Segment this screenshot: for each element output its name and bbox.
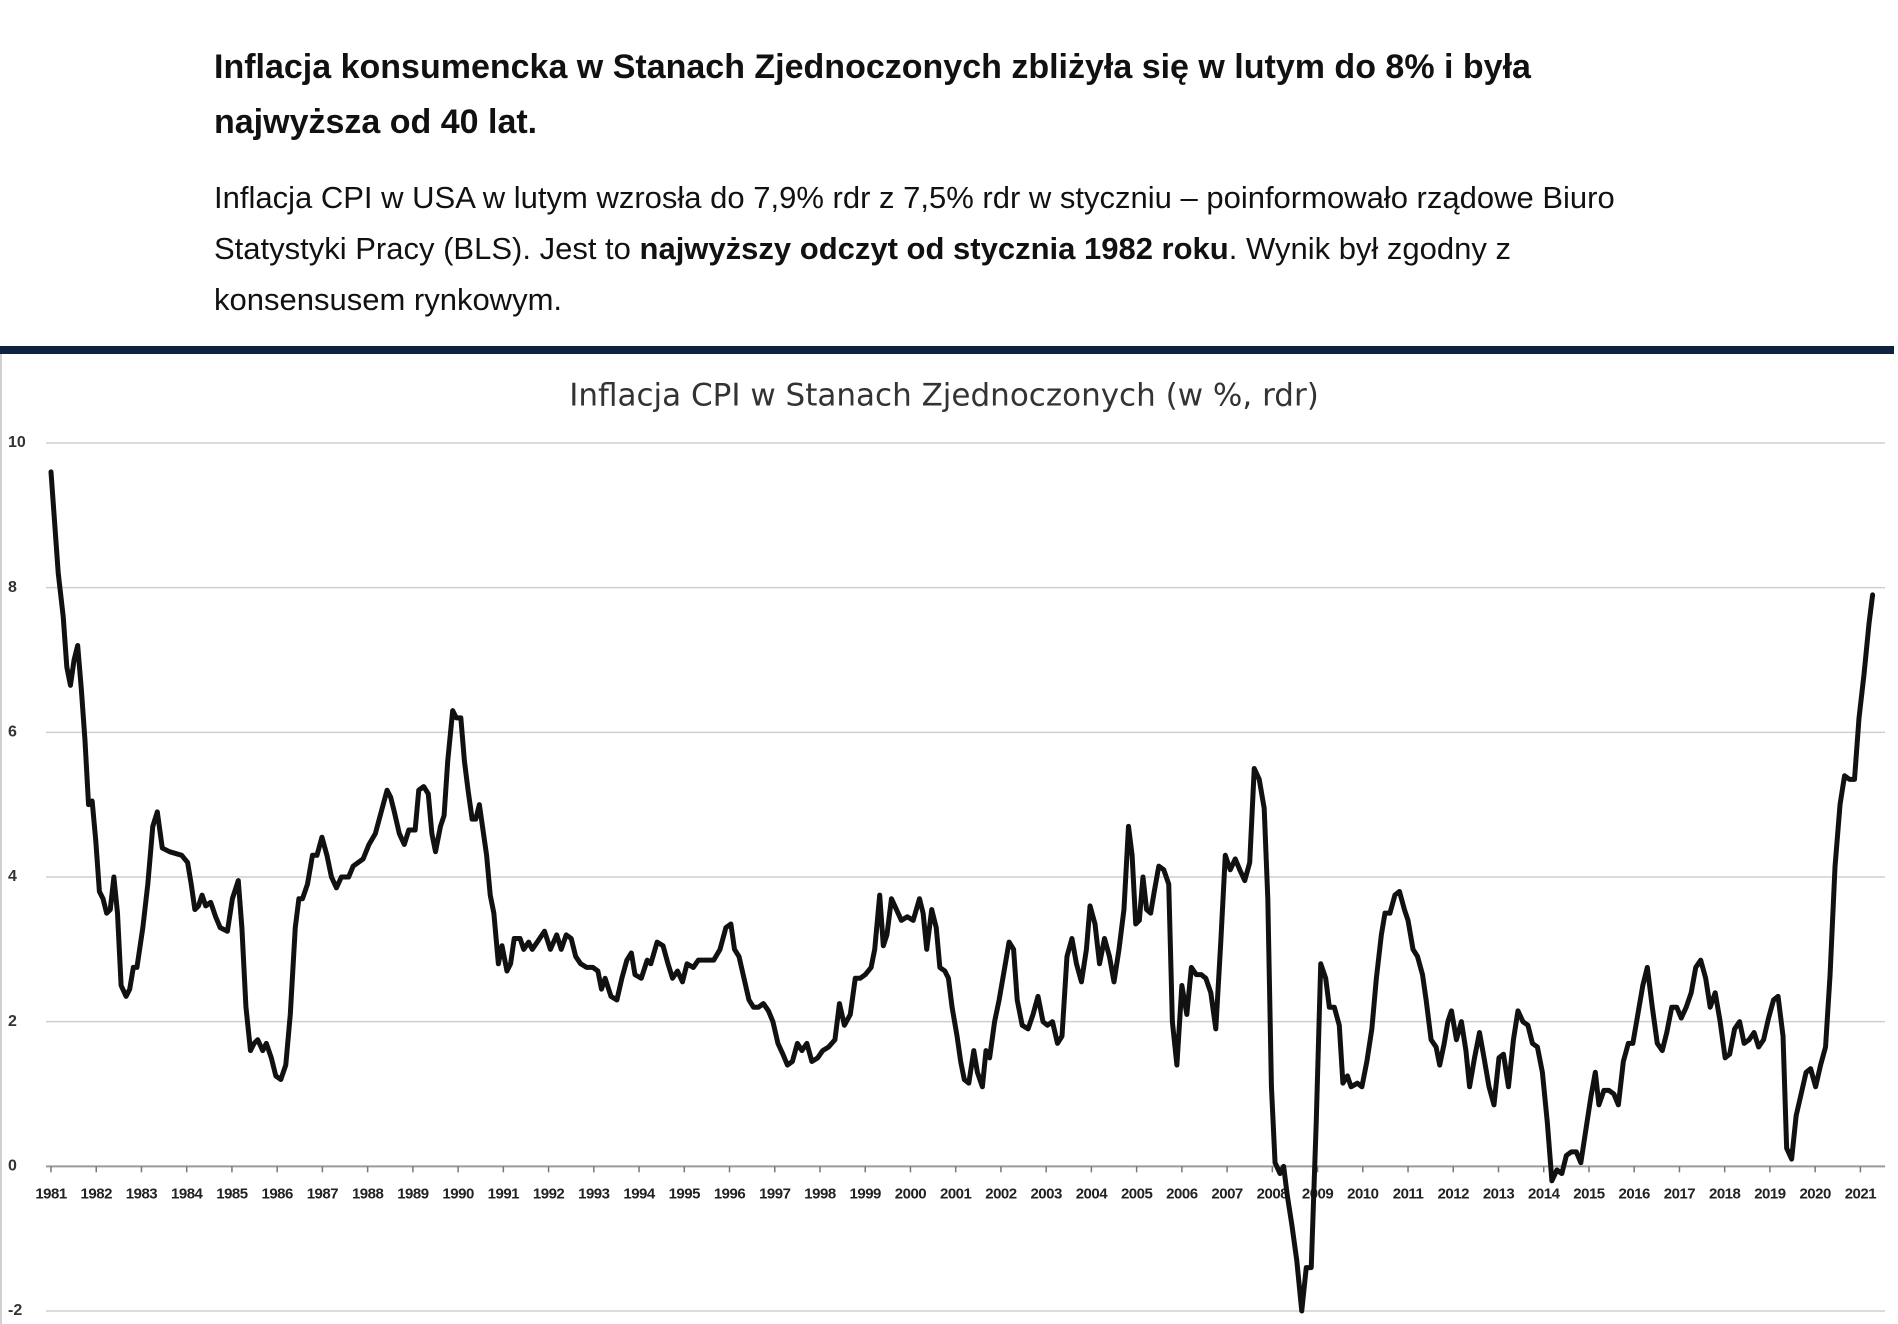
x-tick-label: 2007: [1211, 1185, 1243, 1202]
x-tick-label: 2009: [1302, 1185, 1334, 1202]
x-tick-label: 2018: [1709, 1185, 1741, 1202]
x-tick-label: 2008: [1257, 1185, 1289, 1202]
x-tick-label: 1995: [669, 1185, 701, 1202]
paragraph-bold: najwyższy odczyt od stycznia 1982 roku: [639, 231, 1229, 266]
x-tick-label: 2014: [1528, 1185, 1561, 1202]
x-tick-label: 1984: [171, 1185, 204, 1202]
x-tick-label: 1998: [804, 1185, 836, 1202]
y-tick-label: 0: [8, 1158, 17, 1175]
x-tick-label: 1987: [307, 1185, 339, 1202]
chart-title: Inflacja CPI w Stanach Zjednoczonych (w …: [569, 378, 1319, 414]
x-tick-label: 2017: [1664, 1185, 1696, 1202]
x-tick-label: 2019: [1754, 1185, 1786, 1202]
x-tick-label: 2004: [1076, 1185, 1109, 1202]
x-tick-label: 2003: [1030, 1185, 1062, 1202]
x-tick-label: 2021: [1845, 1185, 1877, 1202]
paragraph-text: . Wynik był zgodny z konsensusem rynkowy…: [214, 231, 1512, 317]
x-tick-label: 1994: [623, 1185, 656, 1202]
x-tick-label: 1981: [35, 1185, 67, 1202]
divider: [0, 346, 1894, 354]
x-tick-label: 2013: [1483, 1185, 1515, 1202]
x-tick-label: 1985: [216, 1185, 248, 1202]
x-tick-label: 2020: [1799, 1185, 1831, 1202]
y-tick-label: 6: [8, 724, 17, 741]
x-tick-label: 1986: [261, 1185, 293, 1202]
x-tick-label: 1996: [714, 1185, 746, 1202]
paragraph-text: Inflacja CPI w USA w lutym wzrosła do 7,…: [214, 180, 1615, 266]
x-tick-label: 1999: [850, 1185, 882, 1202]
paragraph: Inflacja CPI w USA w lutym wzrosła do 7,…: [214, 172, 1684, 325]
y-tick-label: 2: [8, 1013, 17, 1030]
cpi-line: [48, 469, 1876, 1314]
x-tick-label: 2016: [1619, 1185, 1651, 1202]
y-tick-label: 8: [8, 579, 17, 596]
y-tick-label: 10: [8, 434, 26, 451]
x-tick-label: 1990: [442, 1185, 474, 1202]
headline: Inflacja konsumencka w Stanach Zjednoczo…: [214, 48, 1531, 141]
x-tick-label: 2002: [985, 1185, 1017, 1202]
x-tick-label: 1989: [397, 1185, 429, 1202]
x-tick-label: 1992: [533, 1185, 565, 1202]
x-tick-label: 1988: [352, 1185, 384, 1202]
y-tick-label: 4: [8, 868, 17, 885]
x-tick-label: 1991: [488, 1185, 520, 1202]
x-tick-label: 2006: [1166, 1185, 1198, 1202]
x-tick-label: 1983: [126, 1185, 158, 1202]
x-tick-label: 2005: [1121, 1185, 1153, 1202]
x-tick-label: 2011: [1393, 1185, 1424, 1202]
y-tick-label: -2: [8, 1302, 22, 1319]
x-tick-label: 1993: [578, 1185, 610, 1202]
x-tick-label: 1982: [81, 1185, 113, 1202]
x-tick-label: 2000: [895, 1185, 927, 1202]
x-tick-label: 2001: [940, 1185, 972, 1202]
x-tick-label: 2010: [1347, 1185, 1379, 1202]
x-tick-label: 2012: [1438, 1185, 1470, 1202]
x-tick-label: 2015: [1573, 1185, 1605, 1202]
x-tick-label: 1997: [759, 1185, 791, 1202]
